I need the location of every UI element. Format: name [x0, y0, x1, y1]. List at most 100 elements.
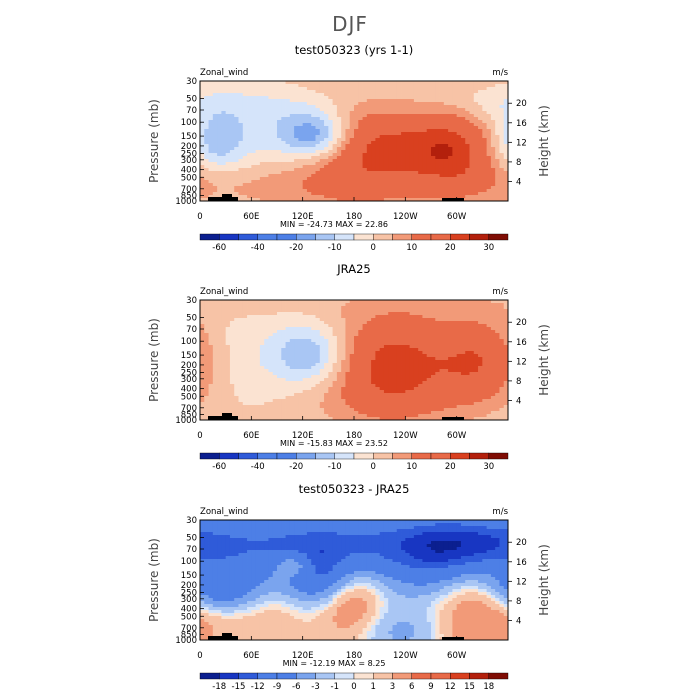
heat-cell [221, 369, 227, 373]
heat-cell [281, 84, 286, 88]
heat-cell [302, 87, 308, 91]
heat-cell [443, 180, 449, 184]
heat-cell [208, 306, 214, 310]
heat-cell [409, 192, 415, 196]
colorbar-label: -10 [328, 243, 342, 253]
heat-cell [247, 183, 252, 187]
heat-cell [311, 360, 316, 364]
heat-cell [422, 183, 428, 187]
heat-cell [448, 348, 453, 352]
heat-cell [396, 171, 402, 175]
heat-cell [409, 324, 415, 328]
heat-cell [319, 348, 325, 352]
heat-cell [200, 84, 205, 88]
heat-cell [358, 381, 363, 385]
heat-cell [418, 363, 423, 367]
heat-cell [242, 348, 248, 352]
heat-cell [302, 126, 308, 130]
heat-cell [341, 135, 346, 139]
heat-cell [490, 93, 496, 97]
heat-cell [294, 195, 299, 199]
heat-cell [354, 144, 359, 148]
heat-cell [225, 315, 231, 319]
heat-cell [302, 312, 308, 316]
heat-cell [418, 156, 423, 160]
heat-cell [439, 111, 445, 115]
heat-cell [319, 96, 325, 100]
heat-cell [208, 300, 214, 304]
heat-cell [443, 321, 449, 325]
heat-cell [268, 327, 274, 331]
heat-cell [204, 129, 209, 133]
heat-cell [328, 339, 334, 343]
heat-cell [251, 378, 257, 382]
heat-cell [383, 306, 389, 310]
heat-cell [302, 336, 308, 340]
heat-cell [294, 156, 299, 160]
heat-cell [315, 198, 321, 202]
heat-cell [448, 129, 453, 133]
heat-cell [264, 336, 269, 340]
heat-cell [490, 114, 496, 118]
heat-cell [473, 93, 479, 97]
heat-cell [503, 195, 509, 199]
heat-cell [354, 327, 359, 331]
heat-cell [294, 333, 299, 337]
heat-cell [328, 153, 334, 157]
heat-cell [371, 117, 376, 121]
heat-cell [371, 120, 376, 124]
heat-cell [298, 81, 304, 85]
heat-cell [345, 189, 351, 193]
heat-cell [375, 381, 381, 385]
heat-cell [315, 168, 321, 172]
heat-cell [281, 102, 286, 106]
heat-cell [503, 357, 509, 361]
heat-cell [229, 327, 235, 331]
heat-cell [345, 147, 351, 151]
heat-cell [379, 198, 385, 202]
heat-cell [478, 165, 483, 169]
heat-cell [401, 93, 406, 97]
heat-cell [336, 315, 342, 319]
heat-cell [354, 192, 359, 196]
heat-cell [242, 324, 248, 328]
heat-cell [465, 96, 470, 100]
heat-cell [285, 84, 291, 88]
heat-cell [277, 138, 282, 142]
heat-cell [319, 84, 325, 88]
heat-cell [379, 192, 385, 196]
heat-cell [431, 156, 436, 160]
heat-cell [375, 324, 381, 328]
heat-cell [392, 126, 398, 130]
heat-cell [405, 306, 411, 310]
heat-cell [354, 372, 359, 376]
heat-cell [490, 180, 496, 184]
heat-cell [264, 318, 269, 322]
heat-cell [247, 132, 252, 136]
heat-cell [341, 309, 346, 313]
heat-cell [443, 135, 449, 139]
heat-cell [281, 120, 286, 124]
heat-cell [229, 306, 235, 310]
heat-cell [200, 147, 205, 151]
heat-cell [294, 186, 299, 190]
heat-cell [336, 96, 342, 100]
heat-cell [362, 303, 368, 307]
heat-cell [212, 108, 218, 112]
heat-cell [435, 150, 440, 154]
heat-cell [460, 123, 466, 127]
heat-cell [306, 105, 312, 109]
heat-cell [285, 345, 291, 349]
heat-cell [482, 141, 488, 145]
heat-cell [349, 306, 355, 310]
heat-cell [439, 363, 445, 367]
heat-cell [332, 351, 338, 355]
heat-cell [212, 315, 218, 319]
heat-cell [242, 312, 248, 316]
heat-cell [371, 336, 376, 340]
heat-cell [200, 303, 205, 307]
heat-cell [302, 96, 308, 100]
heat-cell [268, 138, 274, 142]
heat-cell [336, 318, 342, 322]
heat-cell [358, 102, 363, 106]
